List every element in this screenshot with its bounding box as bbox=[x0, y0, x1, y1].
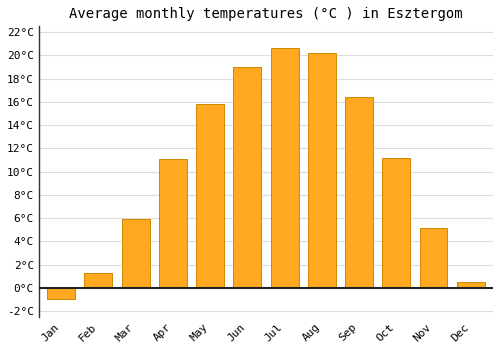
Bar bbox=[84, 273, 112, 288]
Bar bbox=[457, 282, 484, 288]
Bar bbox=[270, 48, 298, 288]
Bar bbox=[122, 219, 150, 288]
Bar bbox=[47, 288, 75, 299]
Bar bbox=[382, 158, 410, 288]
Title: Average monthly temperatures (°C ) in Esztergom: Average monthly temperatures (°C ) in Es… bbox=[69, 7, 462, 21]
Bar bbox=[308, 53, 336, 288]
Bar bbox=[345, 97, 373, 288]
Bar bbox=[420, 229, 448, 288]
Bar bbox=[234, 67, 262, 288]
Bar bbox=[196, 104, 224, 288]
Bar bbox=[159, 159, 187, 288]
